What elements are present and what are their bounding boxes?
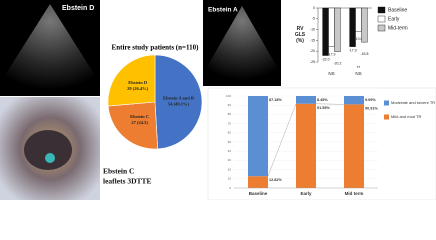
legend-swatch xyxy=(377,24,386,32)
slice-value-label: 27 (24.5) xyxy=(131,120,148,125)
slice-label: Ebstein C xyxy=(130,114,149,119)
y-tick-label: 40 xyxy=(228,149,232,153)
connector xyxy=(267,103,297,177)
legend-swatch xyxy=(384,100,389,106)
bar xyxy=(328,7,335,47)
connector xyxy=(315,103,345,105)
value-label: -20.2 xyxy=(333,62,341,66)
chart-panel xyxy=(207,87,436,201)
bar xyxy=(361,7,368,43)
value-label: 12.82% xyxy=(269,178,283,182)
x-tick-label: Baseline xyxy=(249,191,268,196)
value-label: -22.0 xyxy=(322,57,330,61)
x-tick-label: Early xyxy=(300,191,312,196)
y-tick-label: -25 xyxy=(310,60,315,64)
value-label: 87.18% xyxy=(269,98,283,102)
echo-sector xyxy=(204,6,280,80)
pie-slice xyxy=(107,101,158,150)
y-tick-label: 0 xyxy=(313,6,315,10)
y-axis-label-box: RV GLS (%) xyxy=(294,26,306,44)
value-label: 91.55% xyxy=(317,106,331,110)
slice-value-label: 54 (49.1%) xyxy=(168,101,189,106)
y-tick-label: 10 xyxy=(228,177,232,181)
value-label: -15.8 xyxy=(360,52,368,56)
y-tick-label: -20 xyxy=(310,49,315,53)
bar-segment xyxy=(344,96,364,105)
y-tick-label: 100 xyxy=(226,94,231,98)
bar-segment xyxy=(248,96,268,177)
y-tick-label: 60 xyxy=(228,131,232,135)
slice-label: Ebstein A and B xyxy=(163,95,194,100)
chart-title: Entire study patients (n=110) xyxy=(112,44,200,52)
3d-shape xyxy=(45,153,55,163)
echo-sector xyxy=(2,4,98,90)
image-label: leaflets 3DTTE xyxy=(103,177,152,186)
legend-label: Mid-term xyxy=(388,25,408,31)
y-tick-label: 90 xyxy=(228,103,232,107)
annotation: NS xyxy=(328,71,334,76)
value-label: -17.9 xyxy=(349,49,357,53)
bar-segment xyxy=(296,96,316,104)
pie-slice xyxy=(107,54,156,107)
slice-value-label: 29 (26.4%) xyxy=(127,86,148,91)
bar xyxy=(355,7,362,32)
legend-label: Mild and mod TR xyxy=(391,114,421,119)
x-tick-label: Mid term xyxy=(345,191,364,196)
value-label: -10.8 xyxy=(355,37,363,41)
legend-swatch xyxy=(384,114,389,120)
3d-shape xyxy=(24,130,72,170)
value-label: 9.09% xyxy=(365,98,376,102)
legend-swatch xyxy=(377,6,386,14)
image-label: Ebstein D xyxy=(62,5,94,12)
y-tick-label: 80 xyxy=(228,112,232,116)
y-tick-label: -5 xyxy=(312,17,315,21)
figure: Ebstein D Ebstein C leaflets 3DTTE Ebste… xyxy=(0,0,436,201)
legend-label: Early xyxy=(388,16,400,22)
y-tick-label: 20 xyxy=(228,167,232,171)
legend-label: Baseline xyxy=(388,7,407,13)
bar-segment xyxy=(248,176,268,188)
y-tick-label: -15 xyxy=(310,38,315,42)
bar-segment xyxy=(344,104,364,188)
legend-swatch xyxy=(377,15,386,23)
image-label: Ebstein A xyxy=(208,7,238,14)
value-label: -17.9 xyxy=(328,53,336,57)
y-tick-label: 30 xyxy=(228,158,232,162)
image-label: Ebstein C xyxy=(103,167,134,176)
slice-label: Ebstein D xyxy=(128,80,148,85)
annotation: NS xyxy=(355,71,361,76)
y-tick-label: 50 xyxy=(228,140,232,144)
y-tick-label: 0 xyxy=(229,186,231,190)
bar xyxy=(322,7,329,56)
y-tick-label: -10 xyxy=(310,28,315,32)
y-tick-label: 70 xyxy=(228,121,232,125)
value-label: 8.45% xyxy=(317,98,328,102)
pie-slice xyxy=(154,54,203,150)
bar-segment xyxy=(296,103,316,188)
bar xyxy=(334,7,341,52)
annotation: ** xyxy=(357,65,361,70)
y-axis-label: RV GLS (%) xyxy=(294,26,306,44)
value-label: 90.91% xyxy=(365,106,379,110)
legend-label: Moderate and severe TR xyxy=(391,100,435,105)
